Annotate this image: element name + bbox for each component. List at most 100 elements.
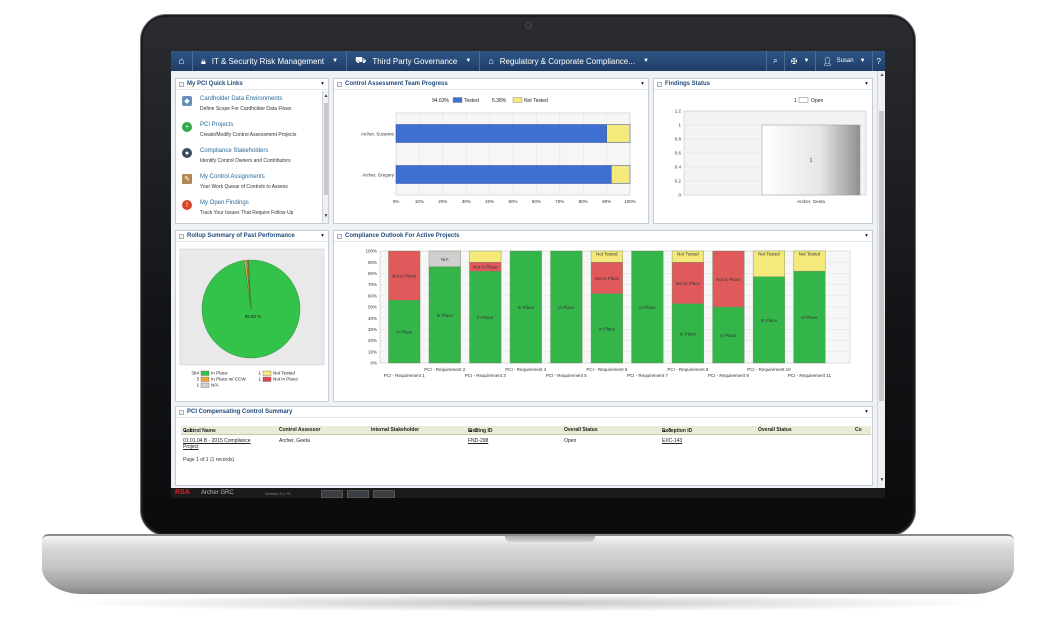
chevron-down-icon: ▼ <box>803 58 810 64</box>
quick-links-scrollbar[interactable]: ▲ ▼ <box>322 91 328 223</box>
quick-link-subtitle: Define Scope For Cardholder Data Flows <box>200 106 292 112</box>
chevron-down-icon[interactable]: ▼ <box>320 81 325 87</box>
x-tick-label: 20% <box>438 199 447 204</box>
data-label: In Place <box>761 318 778 323</box>
data-label: Not Tested <box>758 252 780 257</box>
legend-swatch <box>798 97 809 103</box>
scrollbar-thumb[interactable] <box>324 103 328 195</box>
x-tick-label: PCI - Requirement 6 <box>586 367 628 372</box>
grip-icon[interactable] <box>337 81 342 87</box>
grip-icon[interactable] <box>657 81 662 87</box>
panel-title: Findings Status <box>665 81 710 87</box>
help-icon[interactable]: ? <box>871 51 885 71</box>
summary-panel: PCI Compensating Control Summary ▼ Contr… <box>175 406 873 486</box>
home-icon[interactable]: ⌂ <box>171 51 193 71</box>
app-screen: ⌂ 🔒︎ IT & Security Risk Management ▼ ⛟ T… <box>171 51 885 498</box>
quick-link-assignments[interactable]: ✎ My Control Assignments Your Work Queue… <box>180 171 320 197</box>
y-tick-label: 50% <box>368 305 377 310</box>
chevron-down-icon[interactable]: ▼ <box>864 409 869 415</box>
bar-segment <box>793 250 826 272</box>
finding-id-link[interactable]: FND-298 <box>468 438 489 444</box>
pie-slice <box>201 259 301 359</box>
quick-link-title: My Control Assignments <box>200 174 265 180</box>
bar-segment <box>469 270 502 364</box>
chevron-up-icon[interactable]: ▲ <box>879 72 885 78</box>
menu-third-party[interactable]: ⛟ Third Party Governance ▼ <box>347 51 481 71</box>
column-header-exception-status[interactable]: Overall Status <box>758 427 792 433</box>
chevron-down-icon[interactable]: ▼ <box>864 233 869 239</box>
bar-segment <box>671 262 704 304</box>
y-tick-label: 0.4 <box>675 165 682 170</box>
x-tick-label: 30% <box>462 199 471 204</box>
menu-regulatory[interactable]: ⌂ Regulatory & Corporate Compliance... ▼ <box>480 51 657 71</box>
status-cell: Open <box>564 438 577 444</box>
taskbar-button[interactable] <box>347 490 369 498</box>
menu-it-security[interactable]: 🔒︎ IT & Security Risk Management ▼ <box>193 51 348 71</box>
legend-label: Open <box>811 98 823 104</box>
column-header-stakeholder[interactable]: Internal Stakeholder <box>371 427 420 433</box>
page-scrollbar[interactable]: ▲ ▼ <box>877 71 885 488</box>
grip-icon[interactable] <box>179 81 184 87</box>
y-tick-label: 70% <box>368 282 377 287</box>
x-tick-label: PCI - Requirement 5 <box>546 373 588 378</box>
bar-segment <box>712 250 745 308</box>
data-label: Not in Place <box>473 265 498 270</box>
bar-segment <box>590 250 623 263</box>
exception-id-link[interactable]: EXC-143 <box>662 438 683 444</box>
taskbar-button[interactable] <box>321 490 343 498</box>
menu-label: Regulatory & Corporate Compliance... <box>499 56 635 66</box>
grip-icon[interactable] <box>337 233 342 239</box>
data-label: Not in Place <box>392 274 417 279</box>
quick-link-findings[interactable]: ! My Open Findings Track Your Issues Tha… <box>180 197 320 221</box>
y-tick-label: 0 <box>678 193 681 198</box>
chevron-down-icon[interactable]: ▼ <box>320 233 325 239</box>
y-tick-label: 1.2 <box>675 109 682 114</box>
rollup-chart: 98.50 % 394 In Place 3 In Place w/ CCW 1 N/A 1 N… <box>179 248 325 388</box>
legend-label: Not Tested <box>524 98 548 104</box>
bar-segment <box>671 303 704 364</box>
data-label: 1 <box>810 158 813 164</box>
user-menu[interactable]: 👤︎ Susan ▼ <box>815 51 871 71</box>
y-tick-label: 40% <box>368 316 377 321</box>
y-tick-label: Archer, Suzanne <box>361 132 395 137</box>
building-icon: ⌂ <box>488 56 494 66</box>
x-tick-label: PCI - Requirement 7 <box>627 373 669 378</box>
scrollbar-thumb[interactable] <box>879 111 884 401</box>
legend-swatch <box>452 97 463 103</box>
column-label: Control Name <box>183 428 216 434</box>
chevron-up-icon[interactable]: ▲ <box>323 93 329 99</box>
quick-link-cardholder[interactable]: ◆ Cardholder Data Environments Define Sc… <box>180 93 320 119</box>
chevron-down-icon[interactable]: ▼ <box>640 81 645 87</box>
lock-icon: 🔒︎ <box>201 55 206 66</box>
bar-segment <box>631 250 664 364</box>
column-header-overall-status[interactable]: Overall Status <box>564 427 598 433</box>
legend-swatch <box>200 370 210 376</box>
chevron-down-icon[interactable]: ▼ <box>323 213 329 219</box>
chevron-down-icon[interactable]: ▼ <box>864 81 869 87</box>
quick-link-title: My Open Findings <box>200 200 249 206</box>
search-icon[interactable]: ⌕ <box>766 51 783 71</box>
rsa-logo: RSA <box>175 489 190 496</box>
edit-icon: ✎ <box>182 174 192 184</box>
quick-link-title: Cardholder Data Environments <box>200 96 283 102</box>
laptop-shadow <box>60 594 996 612</box>
truck-icon: ⛟ <box>355 55 367 65</box>
column-header-co[interactable]: Co <box>855 427 862 433</box>
x-tick-label: PCI - Requirement 8 <box>667 367 709 372</box>
grip-icon[interactable] <box>179 233 184 239</box>
quick-link-pci-projects[interactable]: + PCI Projects Create/Modify Control Ass… <box>180 119 320 145</box>
panel-header: Findings Status ▼ <box>654 79 872 90</box>
taskbar-button[interactable] <box>373 490 395 498</box>
legend-count: 1 <box>258 377 261 382</box>
legend-count: 1 <box>258 371 261 376</box>
chevron-down-icon: ▼ <box>859 58 866 64</box>
tools-menu[interactable]: ✠ ▼ <box>783 51 816 71</box>
quick-link-stakeholders[interactable]: ● Compliance Stakeholders Identify Contr… <box>180 145 320 171</box>
control-name-link[interactable]: 01.01.04 B - 2015 Compliance Project <box>183 438 251 450</box>
chevron-down-icon[interactable]: ▼ <box>879 477 885 483</box>
team-progress-chart: 94.63% Tested 5.38% Not Tested 0% 10% 20% 30% 40… <box>361 97 636 204</box>
grip-icon[interactable] <box>179 409 184 415</box>
quick-link-subtitle: Create/Modify Control Assessment Project… <box>200 132 297 138</box>
column-header-assessor[interactable]: Control Assessor <box>279 427 321 433</box>
data-label: In Place <box>558 305 575 310</box>
